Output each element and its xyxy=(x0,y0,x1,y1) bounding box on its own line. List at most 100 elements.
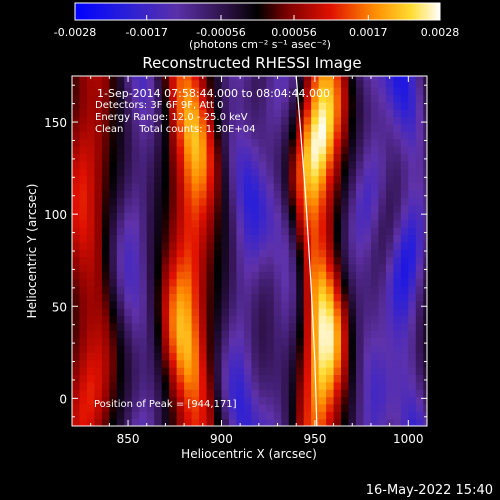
heatmap-cell xyxy=(214,79,223,88)
heatmap-cell xyxy=(86,286,96,294)
heatmap-cell xyxy=(191,381,200,390)
heatmap-cell xyxy=(303,374,312,383)
heatmap-cell xyxy=(356,403,365,412)
heatmap-cell xyxy=(243,116,252,125)
heatmap-cell xyxy=(124,374,133,383)
heatmap-cell xyxy=(318,241,327,250)
heatmap-cell xyxy=(109,116,118,125)
heatmap-cell xyxy=(311,153,320,162)
heatmap-cell xyxy=(266,352,275,361)
heatmap-cell xyxy=(199,256,208,265)
heatmap-cell xyxy=(131,168,140,177)
heatmap-cell xyxy=(161,278,170,287)
heatmap-cell xyxy=(146,359,155,368)
heatmap-cell xyxy=(326,204,335,213)
heatmap-cell xyxy=(266,204,275,213)
heatmap-cell xyxy=(408,109,417,118)
heatmap-cell xyxy=(370,160,380,169)
heatmap-cell xyxy=(184,116,193,125)
heatmap-cell xyxy=(146,87,155,96)
heatmap-cell xyxy=(356,123,365,132)
heatmap-cell xyxy=(333,116,342,125)
heatmap-cell xyxy=(266,76,275,81)
heatmap-cell xyxy=(378,234,387,243)
heatmap-cell xyxy=(363,146,372,154)
heatmap-cell xyxy=(221,374,230,383)
heatmap-cell xyxy=(370,352,380,361)
heatmap-cell xyxy=(131,204,140,213)
heatmap-cell xyxy=(281,411,290,420)
heatmap-cell xyxy=(393,337,402,346)
heatmap-cell xyxy=(199,308,208,317)
heatmap-cell xyxy=(408,249,417,258)
heatmap-cell xyxy=(341,79,350,88)
heatmap-cell xyxy=(408,286,417,294)
heatmap-cell xyxy=(139,278,148,287)
heatmap-cell xyxy=(206,76,215,81)
heatmap-cell xyxy=(184,79,193,88)
heatmap-cell xyxy=(146,146,155,154)
heatmap-cell xyxy=(101,389,110,398)
heatmap-cell xyxy=(296,286,305,294)
heatmap-cell xyxy=(124,286,133,294)
heatmap-cell xyxy=(258,374,267,383)
heatmap-cell xyxy=(199,249,208,258)
heatmap-cell xyxy=(94,94,103,103)
heatmap-cell xyxy=(146,389,155,398)
heatmap-cell xyxy=(176,308,185,317)
heatmap-cell xyxy=(101,123,110,132)
heatmap-cell xyxy=(356,315,365,324)
heatmap-cell xyxy=(214,109,223,118)
heatmap-cell xyxy=(191,79,200,88)
heatmap-cell xyxy=(131,153,140,162)
heatmap-cell xyxy=(303,263,312,272)
heatmap-cell xyxy=(266,315,275,324)
heatmap-cell xyxy=(326,131,335,140)
heatmap-cell xyxy=(169,153,178,162)
heatmap-cell xyxy=(116,212,125,221)
heatmap-cell xyxy=(356,308,365,317)
heatmap-cell xyxy=(251,190,260,199)
heatmap-cell xyxy=(86,293,96,302)
heatmap-cell xyxy=(303,256,312,265)
heatmap-cell xyxy=(281,352,290,361)
heatmap-cell xyxy=(206,278,215,287)
heatmap-cell xyxy=(109,138,118,147)
heatmap-cell xyxy=(273,359,282,368)
heatmap-cell xyxy=(303,182,312,191)
heatmap-cell xyxy=(326,344,335,353)
heatmap-cell xyxy=(228,374,238,383)
heatmap-cell xyxy=(228,322,238,331)
heatmap-cell xyxy=(228,300,238,309)
heatmap-cell xyxy=(243,352,252,361)
heatmap-cell xyxy=(101,241,110,250)
heatmap-cell xyxy=(161,359,170,368)
heatmap-cell xyxy=(370,337,380,346)
heatmap-cell xyxy=(311,182,320,191)
heatmap-cell xyxy=(124,160,133,169)
heatmap-cell xyxy=(266,286,275,294)
heatmap-cell xyxy=(228,138,238,147)
heatmap-cell xyxy=(191,374,200,383)
heatmap-cell xyxy=(206,396,215,405)
heatmap-cell xyxy=(266,278,275,287)
heatmap-cell xyxy=(378,197,387,206)
heatmap-cell xyxy=(415,403,424,412)
heatmap-cell xyxy=(146,352,155,361)
heatmap-cell xyxy=(243,153,252,162)
heatmap-cell xyxy=(266,381,275,390)
heatmap-cell xyxy=(273,330,282,339)
heatmap-cell xyxy=(86,241,96,250)
heatmap-cell xyxy=(101,256,110,265)
heatmap-cell xyxy=(400,352,409,361)
heatmap-cell xyxy=(94,87,103,96)
heatmap-cell xyxy=(72,101,81,110)
heatmap-cell xyxy=(288,389,297,398)
heatmap-cell xyxy=(206,263,215,272)
heatmap-cell xyxy=(251,293,260,302)
heatmap-cell xyxy=(191,315,200,324)
heatmap-cell xyxy=(296,204,305,213)
heatmap-cell xyxy=(109,175,118,184)
heatmap-cell xyxy=(378,182,387,191)
heatmap-cell xyxy=(109,271,118,280)
